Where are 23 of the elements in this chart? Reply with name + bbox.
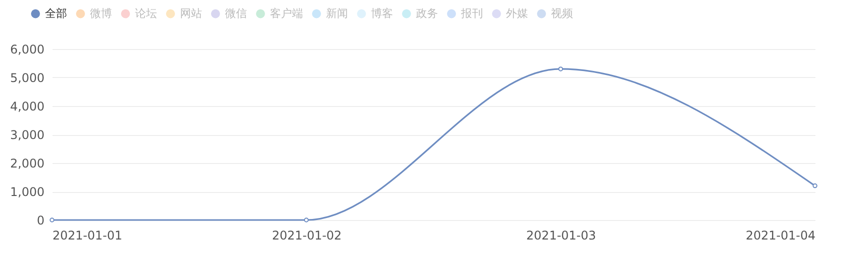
- legend-label: 网站: [180, 6, 202, 20]
- legend-label: 政务: [416, 6, 438, 20]
- legend-label: 微博: [90, 6, 112, 20]
- legend-label: 论坛: [135, 6, 157, 20]
- legend-label: 外媒: [506, 6, 528, 20]
- y-tick-label: 1,000: [10, 185, 44, 199]
- y-tick-label: 0: [36, 214, 44, 228]
- legend-label: 客户端: [270, 6, 303, 20]
- x-tick-label: 2021-01-04: [746, 228, 816, 242]
- legend-label: 全部: [45, 6, 67, 20]
- x-tick-label: 2021-01-02: [272, 228, 342, 242]
- legend-label: 博客: [371, 6, 393, 20]
- y-tick-label: 6,000: [10, 42, 44, 56]
- y-tick-label: 3,000: [10, 128, 44, 142]
- legend-label: 报刊: [460, 6, 483, 20]
- legend-label: 新闻: [326, 6, 348, 20]
- y-tick-label: 2,000: [10, 156, 44, 170]
- y-tick-label: 4,000: [10, 100, 44, 114]
- legend-label: 视频: [551, 6, 573, 20]
- x-tick-label: 2021-01-01: [52, 228, 122, 242]
- x-tick-label: 2021-01-03: [526, 228, 596, 242]
- legend-label: 微信: [225, 6, 247, 20]
- y-tick-label: 5,000: [10, 71, 44, 85]
